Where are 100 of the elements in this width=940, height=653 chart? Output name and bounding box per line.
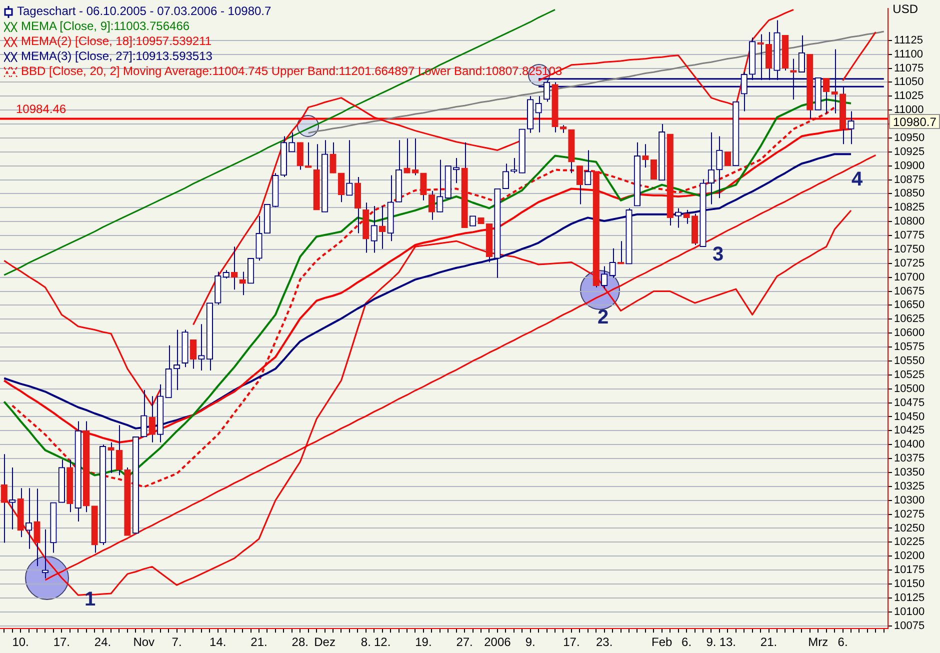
x-tick-label: 28. xyxy=(292,635,308,650)
y-tick-label: 10350 xyxy=(894,466,925,479)
candlestick xyxy=(190,339,197,370)
x-tick-label: 10. xyxy=(12,635,29,650)
x-tick-label: 12. xyxy=(374,635,391,650)
y-tick-label: 10425 xyxy=(894,424,925,437)
annotation: 2 xyxy=(597,306,609,330)
x-tick-label: 9. xyxy=(525,635,536,650)
candlestick xyxy=(231,246,238,290)
candlestick xyxy=(609,248,616,278)
y-tick-label: 10400 xyxy=(894,438,925,451)
y-tick-label: 10300 xyxy=(894,494,925,506)
x-tick-label: Dez xyxy=(314,635,336,650)
y-tick-label: 10075 xyxy=(894,620,925,632)
y-tick-label: 10100 xyxy=(894,606,925,618)
y-tick-label: 11050 xyxy=(894,76,924,88)
candlestick xyxy=(25,488,32,550)
y-tick-label: 10475 xyxy=(894,396,925,409)
x-tick-label: Feb xyxy=(652,635,673,650)
x-tick-label: 21. xyxy=(760,635,778,650)
y-tick-label: 11125 xyxy=(894,34,923,46)
candlestick xyxy=(716,136,723,199)
x-tick-label: Nov xyxy=(133,635,155,650)
y-tick-label: 10450 xyxy=(894,410,925,423)
x-tick-label: 9. xyxy=(706,635,716,650)
candlestick xyxy=(9,466,16,530)
x-tick-label: 24. xyxy=(94,635,112,650)
legend-label: MEMA(3) [Close, 27]:10913.593513 xyxy=(21,49,212,64)
y-tick-label: 10500 xyxy=(894,382,925,395)
x-tick-label: 14. xyxy=(210,635,226,650)
y-tick-label: 10650 xyxy=(894,299,925,312)
candlestick xyxy=(0,454,8,544)
x-tick-label: 2006 xyxy=(484,635,512,650)
candlestick xyxy=(354,176,361,234)
candlestick xyxy=(256,216,262,262)
x-tick-label: 17. xyxy=(53,635,70,650)
x-tick-label: 27. xyxy=(456,635,473,650)
candlestick xyxy=(683,209,690,224)
candlestick xyxy=(510,158,518,174)
y-tick-label: 10550 xyxy=(894,355,925,368)
candlestick xyxy=(108,442,114,474)
x-tick-label: Mrz xyxy=(808,635,828,650)
y-tick-label: 10625 xyxy=(894,313,925,326)
candlestick xyxy=(453,158,460,184)
legend-label: MEMA [Close, 9]:11003.756466 xyxy=(21,19,190,34)
candlestick xyxy=(404,138,410,174)
y-tick-label: 10250 xyxy=(894,522,925,534)
candlestick xyxy=(420,172,427,201)
x-tick-label: 8. xyxy=(360,635,371,650)
y-tick-label: 10725 xyxy=(894,257,925,270)
y-tick-label: 10225 xyxy=(894,536,925,548)
y-tick-label: 11025 xyxy=(894,90,924,102)
y-tick-label: 10700 xyxy=(894,271,925,284)
candlestick xyxy=(798,34,805,73)
x-tick-label: 6. xyxy=(838,635,848,650)
x-tick-label: 21. xyxy=(250,635,268,650)
y-axis-title: USD xyxy=(892,2,918,16)
x-tick-label: 13. xyxy=(719,635,736,650)
annotation: 3 xyxy=(712,244,724,266)
candlestick xyxy=(436,159,444,213)
x-tick-label: 19. xyxy=(415,635,432,650)
y-tick-label: 10750 xyxy=(894,243,925,256)
ref-line-label: 10984.46 xyxy=(16,102,66,116)
y-tick-label: 10575 xyxy=(894,341,925,354)
candlestick xyxy=(173,329,180,390)
y-tick-label: 10775 xyxy=(894,230,925,242)
y-tick-label: 11000 xyxy=(894,104,924,116)
candlestick xyxy=(502,163,509,190)
candlestick xyxy=(650,159,657,180)
candlestick xyxy=(34,488,40,567)
y-tick-label: 10125 xyxy=(894,592,925,604)
candlestick xyxy=(428,190,435,220)
y-tick-label: 10900 xyxy=(894,160,925,172)
y-tick-label: 11075 xyxy=(894,62,924,74)
y-tick-label: 10925 xyxy=(894,146,925,158)
y-tick-label: 10850 xyxy=(894,188,925,200)
candlestick xyxy=(346,140,353,196)
candlestick xyxy=(601,266,608,289)
candlestick xyxy=(296,142,304,170)
y-tick-label: 10525 xyxy=(894,368,925,381)
candlestick xyxy=(535,96,542,133)
annotation: 1 xyxy=(84,588,96,612)
y-tick-label: 10150 xyxy=(894,578,925,590)
legend-label: MEMA(2) [Close, 18]:10957.539211 xyxy=(21,34,212,49)
candlestick xyxy=(584,150,592,186)
candlestick xyxy=(239,271,246,296)
candlestick xyxy=(288,132,296,152)
candlestick xyxy=(370,205,378,254)
y-tick-label: 10875 xyxy=(894,174,925,186)
candlestick xyxy=(412,138,419,176)
candlestick xyxy=(198,324,205,371)
x-tick-label: 6. xyxy=(682,635,692,650)
y-tick-label: 10175 xyxy=(894,564,925,576)
candlestick xyxy=(42,528,49,579)
chart-title: Tageschart - 06.10.2005 - 07.03.2006 - 10980.7 xyxy=(17,4,272,19)
candlestick xyxy=(675,208,682,228)
y-tick-label: 10600 xyxy=(894,327,925,340)
x-tick-label: 17. xyxy=(563,635,580,650)
candlestick xyxy=(338,172,345,203)
candlestick xyxy=(642,144,649,168)
